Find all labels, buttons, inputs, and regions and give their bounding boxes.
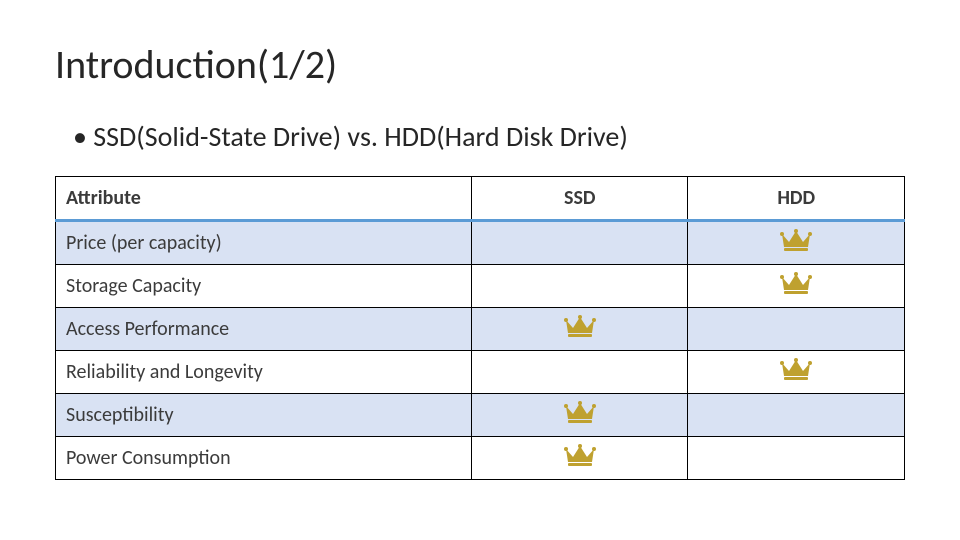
hdd-cell	[688, 308, 905, 351]
attribute-cell: Storage Capacity	[56, 265, 472, 308]
table-row: Power Consumption	[56, 437, 905, 480]
table-row: Storage Capacity	[56, 265, 905, 308]
header-attribute: Attribute	[56, 177, 472, 221]
attribute-cell: Susceptibility	[56, 394, 472, 437]
table-body: Price (per capacity)Storage CapacityAcce…	[56, 221, 905, 480]
ssd-cell	[472, 265, 688, 308]
attribute-cell: Power Consumption	[56, 437, 472, 480]
table-row: Access Performance	[56, 308, 905, 351]
ssd-cell	[472, 394, 688, 437]
crown-icon	[780, 356, 812, 389]
crown-icon	[564, 442, 596, 475]
table-header-row: Attribute SSD HDD	[56, 177, 905, 221]
hdd-cell	[688, 265, 905, 308]
slide: Introduction(1/2) • SSD(Solid-State Driv…	[0, 0, 960, 540]
attribute-cell: Price (per capacity)	[56, 221, 472, 265]
comparison-table: Attribute SSD HDD Price (per capacity)St…	[55, 176, 905, 480]
hdd-cell	[688, 437, 905, 480]
ssd-cell	[472, 308, 688, 351]
attribute-cell: Reliability and Longevity	[56, 351, 472, 394]
slide-title: Introduction(1/2)	[55, 40, 905, 89]
crown-icon	[564, 313, 596, 346]
ssd-cell	[472, 351, 688, 394]
table-row: Susceptibility	[56, 394, 905, 437]
hdd-cell	[688, 351, 905, 394]
header-ssd: SSD	[472, 177, 688, 221]
table-row: Reliability and Longevity	[56, 351, 905, 394]
ssd-cell	[472, 221, 688, 265]
bullet-comparison: • SSD(Solid-State Drive) vs. HDD(Hard Di…	[73, 119, 905, 154]
crown-icon	[564, 399, 596, 432]
crown-icon	[780, 227, 812, 260]
table-row: Price (per capacity)	[56, 221, 905, 265]
hdd-cell	[688, 394, 905, 437]
hdd-cell	[688, 221, 905, 265]
header-hdd: HDD	[688, 177, 905, 221]
attribute-cell: Access Performance	[56, 308, 472, 351]
crown-icon	[780, 270, 812, 303]
ssd-cell	[472, 437, 688, 480]
